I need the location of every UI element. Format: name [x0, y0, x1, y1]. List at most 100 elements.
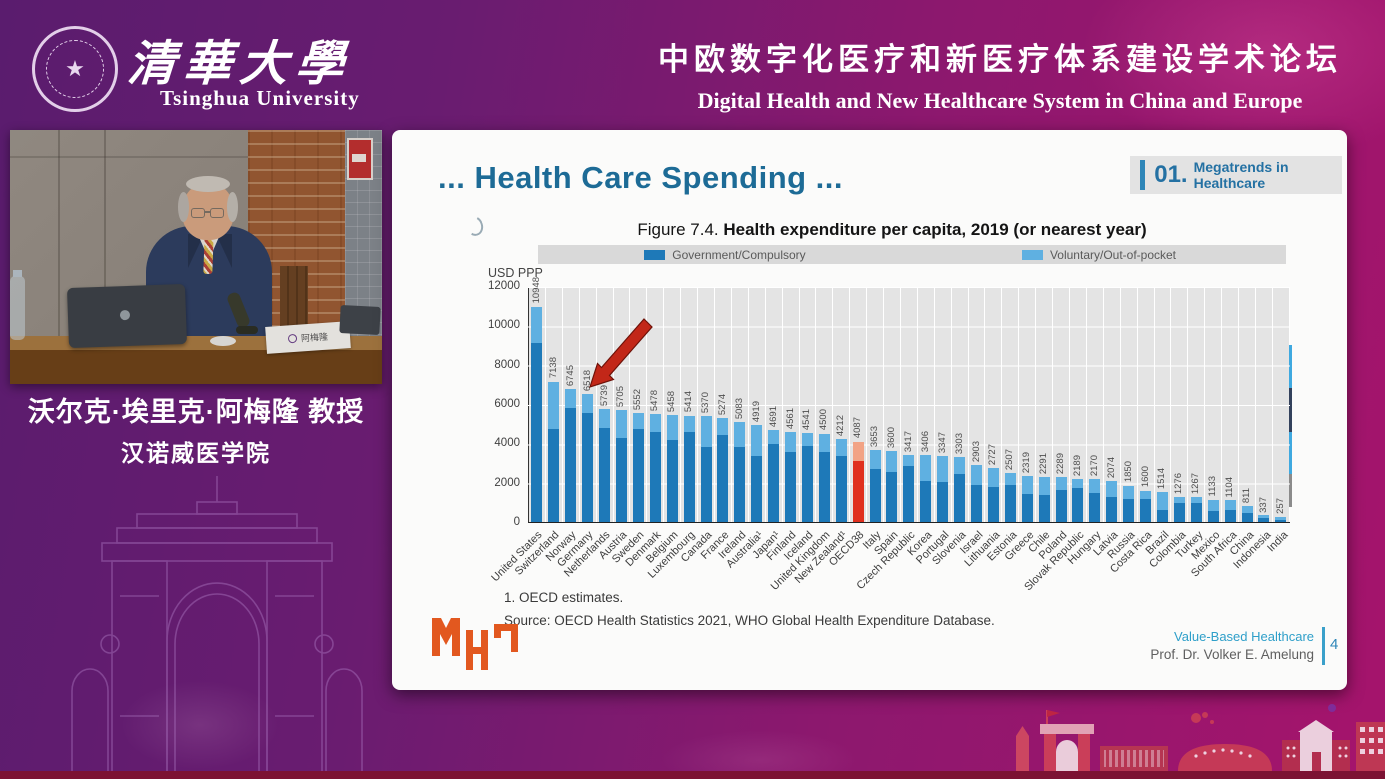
chart-column: 5414 — [681, 287, 699, 522]
bar-value-label: 7138 — [547, 357, 559, 379]
bar-value-label: 1600 — [1139, 466, 1151, 488]
chart-column: 7138 — [545, 287, 563, 522]
bar-value-label: 1514 — [1156, 468, 1168, 490]
chart-column: 3653 — [867, 287, 885, 522]
bar-value-label: 337 — [1257, 496, 1269, 513]
speaker-hair — [227, 192, 238, 222]
chart-column: 4561 — [782, 287, 800, 522]
microphone-base — [236, 326, 258, 334]
badge-label: Megatrends in Healthcare — [1193, 159, 1289, 191]
chart-column: 3347 — [934, 287, 952, 522]
bar-France — [717, 418, 729, 522]
y-tick-label: 12000 — [488, 280, 520, 292]
bar-Ireland — [734, 422, 746, 522]
slide-title: ... Health Care Spending ... — [438, 160, 844, 195]
bar-China — [1241, 506, 1253, 522]
chart-column: 3600 — [884, 287, 901, 522]
presentation-slide[interactable]: ... Health Care Spending ... 01. Megatre… — [392, 130, 1347, 690]
bar-value-label: 4500 — [818, 409, 830, 431]
chart-column: 4087 — [850, 287, 868, 522]
bar-value-label: 2507 — [1004, 448, 1016, 470]
bar-Israel — [971, 464, 983, 522]
y-tick-label: 2000 — [494, 476, 520, 489]
bar-Slovenia — [954, 457, 966, 522]
bar-value-label: 4541 — [801, 408, 813, 430]
bar-Colombia — [1173, 496, 1185, 522]
wall-seam — [10, 156, 250, 158]
bar-India — [1275, 516, 1287, 522]
bar-value-label: 5458 — [666, 390, 678, 412]
section-badge: 01. Megatrends in Healthcare — [1130, 156, 1342, 194]
chart-column: 2507 — [1002, 287, 1020, 522]
university-name-en: Tsinghua University — [160, 86, 360, 110]
bar-value-label: 4561 — [784, 408, 796, 430]
chart-column: 5370 — [698, 287, 715, 522]
bar-value-label: 5274 — [716, 394, 728, 416]
city-skyline-art — [1016, 704, 1385, 771]
figure-title-text: Health expenditure per capita, 2019 (or … — [718, 220, 1147, 239]
y-tick-label: 0 — [513, 516, 520, 528]
header: ★ 清華大學 Tsinghua University 中欧数字化医疗和新医疗体系… — [0, 0, 1385, 130]
red-arrow-annotation — [589, 318, 653, 388]
chart-column: 10948 — [529, 277, 546, 522]
footer-separator — [1322, 627, 1325, 665]
chart-column: 2289 — [1053, 287, 1070, 522]
chart-column: 2727 — [985, 287, 1003, 522]
bar-Canada — [700, 416, 712, 522]
legend-swatch-icon — [1021, 249, 1043, 260]
scroll-indicator[interactable] — [1289, 345, 1292, 637]
tsinghua-seal-icon: ★ — [32, 26, 118, 112]
bar-value-label: 1267 — [1190, 472, 1202, 495]
badge-accent-bar — [1140, 160, 1146, 190]
chart-legend: Government/Compulsory Voluntary/Out-of-po… — [538, 245, 1286, 264]
bar-value-label: 1850 — [1122, 461, 1134, 483]
bar-value-label: 4919 — [750, 401, 762, 423]
bar-Lithuania — [987, 468, 999, 522]
bar-Portugal — [937, 456, 949, 522]
figure-title: Figure 7.4. Health expenditure per capit… — [492, 220, 1292, 240]
bar-value-label: 2291 — [1038, 452, 1050, 474]
badge-number: 01. — [1154, 161, 1188, 188]
seal-star-icon: ★ — [46, 40, 104, 98]
bar-Sweden — [632, 412, 644, 522]
bar-Luxembourg — [683, 415, 695, 522]
bar-value-label: 3347 — [936, 432, 948, 454]
bar-Indonesia — [1258, 515, 1270, 522]
chart-footnote: 1. OECD estimates. — [504, 590, 624, 605]
speaker-video[interactable]: 阿梅隆 — [10, 130, 382, 384]
chart-column: 4212 — [833, 287, 851, 522]
chart-column: 2189 — [1070, 287, 1087, 522]
university-name-cn: 清華大學 — [125, 38, 354, 91]
x-axis-labels: United States Switzerland Norway Germany Net… — [490, 527, 1290, 607]
wall-seam — [58, 130, 60, 340]
mhh-logo — [432, 618, 518, 670]
bar-Netherlands — [599, 409, 611, 522]
bar-South Africa — [1224, 500, 1236, 522]
legend-swatch-icon — [644, 249, 666, 260]
conference-title-en: Digital Health and New Healthcare System… — [697, 88, 1303, 113]
bar-Latvia — [1106, 481, 1118, 522]
chart-column: 5083 — [731, 287, 749, 522]
y-tick-label: 8000 — [494, 358, 520, 371]
chart-column: 2170 — [1086, 287, 1104, 522]
figure-number: Figure 7.4. — [637, 220, 719, 239]
bar-value-label: 2074 — [1105, 457, 1117, 479]
speaker-caption: 沃尔克·埃里克·阿梅隆 教授 汉诺威医学院 — [10, 390, 382, 468]
bar-Mexico — [1207, 499, 1219, 522]
headset — [210, 336, 236, 346]
chart-column: 4500 — [816, 287, 834, 522]
bar-value-label: 3417 — [902, 430, 914, 452]
bar-value-label: 5083 — [733, 397, 745, 420]
bar-Belgium — [666, 414, 678, 522]
bar-Spain — [886, 451, 898, 522]
bar-value-label: 10948 — [530, 277, 542, 304]
chart-column: 1133 — [1205, 287, 1223, 522]
footer-course-title: Value-Based Healthcare — [1174, 629, 1314, 644]
bar-value-label: 5370 — [700, 392, 712, 414]
bar-value-label: 5414 — [683, 391, 695, 413]
chart-column: 2319 — [1019, 287, 1037, 522]
bar-Italy — [869, 450, 881, 522]
bar-value-label: 2189 — [1071, 454, 1083, 476]
legend-item: Government/Compulsory — [538, 245, 912, 264]
chart-column: 1276 — [1171, 287, 1189, 522]
